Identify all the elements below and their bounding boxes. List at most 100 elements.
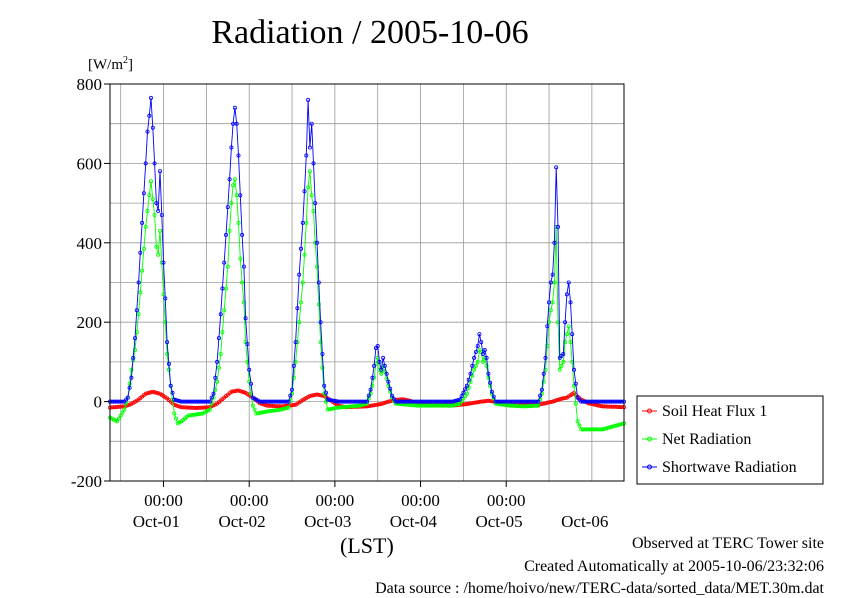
y-unit-close: ] <box>128 57 133 73</box>
series-point <box>179 405 184 410</box>
series-point <box>191 412 196 417</box>
series-point <box>464 391 469 396</box>
series-point <box>270 403 275 408</box>
series-point <box>377 359 382 364</box>
series-point <box>311 208 316 213</box>
series-point <box>216 336 221 341</box>
series-point <box>129 375 134 380</box>
series-point <box>482 347 487 352</box>
series-point <box>609 404 614 409</box>
series-point <box>141 191 146 196</box>
series-point <box>556 224 561 229</box>
series-point <box>232 389 237 394</box>
series-point <box>165 351 170 356</box>
series-point <box>604 426 609 431</box>
series-point <box>227 177 232 182</box>
series-point <box>473 349 478 354</box>
series-point <box>306 185 311 190</box>
series-point <box>198 405 203 410</box>
series-point <box>154 201 159 206</box>
series-point <box>547 400 552 405</box>
series-point <box>314 392 319 397</box>
series-point <box>477 399 482 404</box>
series-point <box>548 308 553 313</box>
series-point <box>129 367 134 372</box>
series-point <box>570 332 575 337</box>
series-point <box>464 383 469 388</box>
series-point <box>266 409 271 414</box>
series-point <box>307 169 312 174</box>
series-point <box>372 363 377 368</box>
series-layer <box>108 95 627 432</box>
x-tick-time-label: 00:00 <box>144 491 183 510</box>
series-point <box>475 343 480 348</box>
series-point <box>291 402 296 407</box>
series-point <box>216 365 221 370</box>
series-point <box>186 399 191 404</box>
series-point <box>488 398 493 403</box>
series-point <box>475 359 480 364</box>
series-point <box>186 413 191 418</box>
series-point <box>132 347 137 352</box>
series-point <box>240 280 245 285</box>
series-point <box>252 407 257 412</box>
footer-site: Observed at TERC Tower site <box>631 535 824 552</box>
series-point <box>325 397 330 402</box>
series-point <box>147 113 152 118</box>
series-point <box>236 388 241 393</box>
series-point <box>156 391 161 396</box>
series-point <box>480 399 485 404</box>
series-point <box>152 161 157 166</box>
series-point <box>455 402 460 407</box>
series-point <box>450 399 455 404</box>
series-point <box>382 400 387 405</box>
series-point <box>488 380 493 385</box>
series-point <box>238 256 243 261</box>
series-point <box>138 290 143 295</box>
footer-created: Created Automatically at 2005-10-06/23:3… <box>524 558 824 575</box>
series-point <box>307 145 312 150</box>
series-point <box>197 405 202 410</box>
series-net-radiation <box>108 169 627 432</box>
series-point <box>605 425 610 430</box>
series-point <box>618 422 623 427</box>
series-point <box>152 212 157 217</box>
series-point <box>118 413 123 418</box>
series-point <box>200 405 205 410</box>
x-tick-date-label: Oct-02 <box>218 512 265 531</box>
series-point <box>184 405 189 410</box>
series-point <box>607 404 612 409</box>
series-point <box>357 403 362 408</box>
series-point <box>389 393 394 398</box>
series-point <box>363 399 368 404</box>
series-point <box>295 306 300 311</box>
series-point <box>539 401 544 406</box>
series-point <box>207 407 212 412</box>
series-point <box>332 398 337 403</box>
series-point <box>470 363 475 368</box>
series-point <box>381 355 386 360</box>
series-point <box>143 391 148 396</box>
series-point <box>300 220 305 225</box>
series-point <box>448 403 453 408</box>
series-point <box>311 393 316 398</box>
series-point <box>461 390 466 395</box>
series-point <box>148 390 153 395</box>
series-point <box>556 397 561 402</box>
x-tick-date-label: Oct-04 <box>390 512 438 531</box>
series-point <box>136 312 141 317</box>
y-unit-superscript: 2 <box>123 55 128 66</box>
series-point <box>316 280 321 285</box>
series-point <box>523 404 528 409</box>
series-point <box>259 410 264 415</box>
series-point <box>309 121 314 126</box>
legend-swatch-marker <box>647 436 652 442</box>
series-point <box>223 232 228 237</box>
series-point <box>179 399 184 404</box>
series-point <box>227 228 232 233</box>
series-point <box>147 390 152 395</box>
series-shortwave-radiation <box>108 95 627 404</box>
series-point <box>236 153 241 158</box>
series-point <box>480 359 485 364</box>
series-point <box>541 401 546 406</box>
